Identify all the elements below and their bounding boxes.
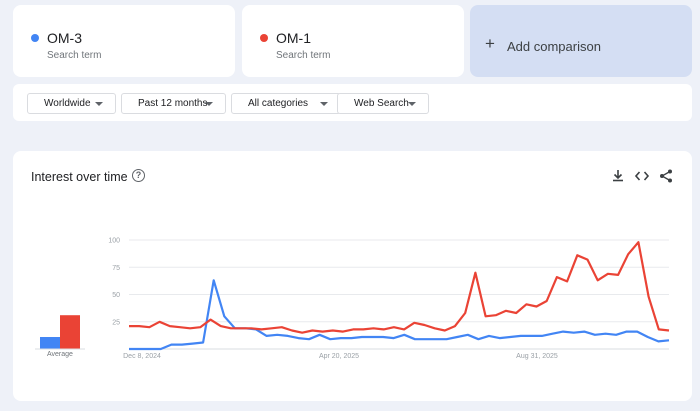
time-range-value: Past 12 months — [138, 98, 208, 109]
interest-chart: 100 75 50 25 Dec 8, 2024 Apr 20, 2025 Aug 31, … — [35, 238, 670, 360]
time-range-dropdown[interactable]: Past 12 months — [121, 93, 226, 114]
term-name: OM-3 — [47, 30, 82, 46]
category-dropdown[interactable]: All categories — [231, 93, 341, 114]
share-icon[interactable] — [658, 168, 674, 184]
search-property-dropdown[interactable]: Web Search — [337, 93, 429, 114]
caret-down-icon — [205, 102, 213, 106]
plus-icon: + — [485, 34, 495, 53]
series-color-dot — [260, 34, 268, 42]
term-name: OM-1 — [276, 30, 311, 46]
y-tick-label: 100 — [108, 238, 120, 245]
caret-down-icon — [408, 102, 416, 106]
term-sublabel: Search term — [47, 50, 102, 61]
panel-title: Interest over time — [31, 170, 128, 184]
average-label: Average — [47, 351, 73, 358]
series-line-om-3 — [129, 279, 670, 351]
category-value: All categories — [248, 98, 309, 109]
caret-down-icon — [320, 102, 328, 106]
y-tick-label: 50 — [112, 292, 120, 299]
y-tick-label: 25 — [112, 319, 120, 326]
term-card-om1[interactable]: OM-1 Search term — [242, 5, 464, 77]
caret-down-icon — [95, 102, 103, 106]
add-comparison-button[interactable]: + Add comparison — [470, 5, 692, 77]
average-bar-om-1 — [60, 315, 80, 349]
x-tick-label: Dec 8, 2024 — [123, 353, 161, 360]
help-icon[interactable]: ? — [132, 169, 145, 182]
filter-bar: Worldwide Past 12 months All categories … — [13, 84, 692, 121]
x-tick-label: Apr 20, 2025 — [319, 353, 359, 360]
add-comparison-label: Add comparison — [507, 39, 601, 54]
x-tick-label: Aug 31, 2025 — [516, 353, 558, 360]
region-value: Worldwide — [44, 98, 91, 109]
term-card-om3[interactable]: OM-3 Search term — [13, 5, 235, 77]
y-tick-label: 75 — [112, 265, 120, 272]
region-dropdown[interactable]: Worldwide — [27, 93, 116, 114]
series-line-om-1 — [129, 241, 670, 334]
series-color-dot — [31, 34, 39, 42]
embed-icon[interactable] — [634, 168, 650, 184]
term-sublabel: Search term — [276, 50, 331, 61]
interest-over-time-panel: Interest over time ? 100 75 50 25 Dec 8, 202… — [13, 151, 692, 401]
search-property-value: Web Search — [354, 98, 409, 109]
average-bar-om-3 — [40, 337, 60, 349]
download-icon[interactable] — [610, 168, 626, 184]
